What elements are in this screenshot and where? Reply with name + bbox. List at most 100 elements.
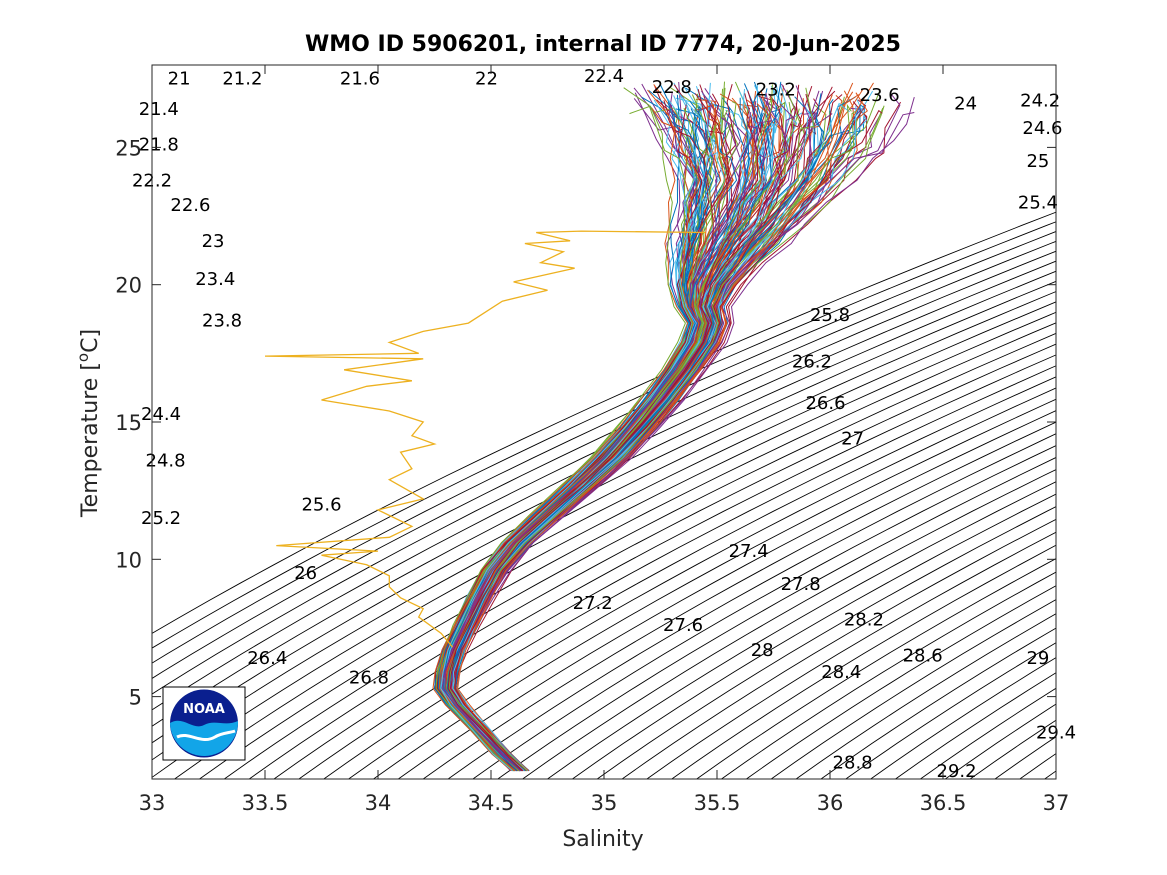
float-profile <box>437 104 714 772</box>
float-profile <box>439 100 714 772</box>
isopycnal-label: 25.4 <box>1018 192 1058 213</box>
isopycnal-label: 27.2 <box>573 593 613 614</box>
float-profile <box>446 94 788 772</box>
isopycnal-line <box>721 571 1056 779</box>
y-axis-label: Temperature [oC] <box>74 329 103 518</box>
y-axis-label-superscript: o <box>74 353 92 362</box>
isopycnal-line <box>152 260 1056 711</box>
float-profile <box>456 82 874 772</box>
isopycnal-line <box>820 627 1056 779</box>
isopycnal-line <box>795 613 1056 779</box>
float-profile <box>435 105 686 772</box>
isopycnal-label: 21.4 <box>139 99 179 120</box>
isopycnal-line <box>447 433 1056 779</box>
isopycnal-label: 21.2 <box>222 69 262 90</box>
x-tick-label: 36 <box>817 791 844 815</box>
isopycnal-label: 25.6 <box>301 494 341 515</box>
isopycnal-label: 22.6 <box>170 195 210 216</box>
x-tick-label: 35.5 <box>694 791 741 815</box>
float-profile <box>447 107 759 772</box>
isopycnal-label: 23.8 <box>202 310 242 331</box>
isopycnal-label: 28 <box>751 640 774 661</box>
isopycnal-label: 27 <box>841 428 864 449</box>
isopycnal-label: 26.8 <box>349 667 389 688</box>
isopycnal-line <box>547 481 1056 779</box>
x-tick-label: 34.5 <box>468 791 515 815</box>
isopycnal-label: 25.2 <box>141 508 181 529</box>
svg-text:NOAA: NOAA <box>183 702 225 717</box>
isopycnal-line <box>671 544 1056 779</box>
y-tick-label: 10 <box>115 548 142 572</box>
isopycnal-label: 25.8 <box>810 305 850 326</box>
isopycnal-line <box>746 585 1056 779</box>
isopycnal-label: 24.6 <box>1022 118 1062 139</box>
isopycnal-line <box>596 506 1056 779</box>
isopycnal-label: 23.4 <box>195 269 235 290</box>
isopycnal-label: 28.4 <box>821 662 861 683</box>
isopycnal-line <box>248 343 1056 779</box>
isopycnal-line <box>398 410 1056 779</box>
isopycnal-line <box>152 301 1056 778</box>
float-profile <box>455 113 868 772</box>
isopycnal-label: 24.4 <box>141 404 181 425</box>
isopycnal-line <box>870 657 1056 779</box>
noaa-logo: NOAA <box>162 686 246 761</box>
isopycnal-line <box>472 445 1056 779</box>
y-axis-ticks: 5 10 15 20 25 <box>115 136 1056 710</box>
x-axis-label: Salinity <box>562 827 643 852</box>
isopycnal-line <box>152 211 1056 634</box>
isopycnal-line <box>152 270 1056 727</box>
float-profile <box>452 102 850 772</box>
x-tick-label: 33 <box>139 791 166 815</box>
x-tick-label: 34 <box>365 791 392 815</box>
float-profile <box>441 112 759 772</box>
x-axis-ticks: 33 33.5 34 34.5 35 35.5 36 36.5 37 <box>139 65 1070 815</box>
isopycnal-label: 21.6 <box>340 69 380 90</box>
float-profile <box>432 107 689 772</box>
float-profile <box>444 99 790 772</box>
isopycnal-line <box>621 518 1056 779</box>
isopycnal-label: 23.6 <box>860 85 900 106</box>
isopycnal-label: 22.4 <box>584 66 624 87</box>
isopycnal-label: 24.2 <box>1020 91 1060 112</box>
float-profile <box>454 109 883 772</box>
x-tick-label: 37 <box>1043 791 1070 815</box>
isopycnal-label: 26.4 <box>247 648 287 669</box>
y-axis-label-prefix: Temperature [ <box>78 362 103 518</box>
y-tick-label: 5 <box>129 686 142 710</box>
isopycnal-label: 26.2 <box>792 352 832 373</box>
isopycnal-label: 29 <box>1026 648 1049 669</box>
isopycnal-label: 24.8 <box>146 450 186 471</box>
anomalous-profile <box>264 230 706 648</box>
isopycnal-label: 26 <box>294 563 317 584</box>
isopycnal-line <box>572 493 1056 779</box>
isopycnal-label: 26.6 <box>805 393 845 414</box>
isopycnal-label: 29.2 <box>937 761 977 782</box>
x-tick-label: 33.5 <box>242 791 289 815</box>
isopycnal-line <box>845 642 1056 779</box>
isopycnal-label: 25 <box>1026 151 1049 172</box>
isopycnal-line <box>298 365 1056 779</box>
isopycnal-line <box>152 280 1056 744</box>
x-tick-label: 35 <box>591 791 618 815</box>
isopycnal-line <box>224 332 1056 779</box>
y-axis-label-suffix: C] <box>78 329 103 353</box>
isopycnal-line <box>373 398 1056 779</box>
chart-title: WMO ID 5906201, internal ID 7774, 20-Jun… <box>305 32 901 57</box>
float-profile <box>445 108 713 772</box>
isopycnal-line <box>497 457 1056 779</box>
isopycnal-line <box>646 531 1056 779</box>
isopycnal-label: 23 <box>202 231 225 252</box>
isopycnal-line <box>152 221 1056 649</box>
isopycnal-label: 23.2 <box>756 80 796 101</box>
isopycnal-line <box>522 469 1056 779</box>
isopycnal-line <box>323 376 1056 779</box>
isopycnal-label: 27.4 <box>729 541 769 562</box>
float-profiles <box>264 81 915 772</box>
isopycnal-label: 21.8 <box>139 135 179 156</box>
isopycnal-label: 28.2 <box>844 610 884 631</box>
isopycnal-label: 27.6 <box>663 615 703 636</box>
isopycnal-label: 28.6 <box>903 645 943 666</box>
isopycnal-line <box>152 231 1056 664</box>
